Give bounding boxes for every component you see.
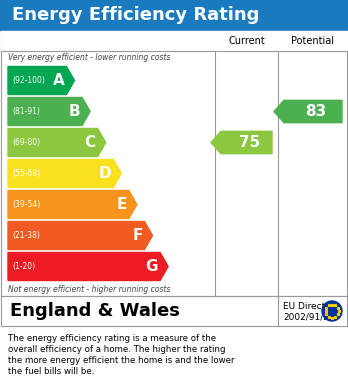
Polygon shape: [8, 66, 74, 95]
Text: (81-91): (81-91): [12, 107, 40, 116]
Text: (69-80): (69-80): [12, 138, 40, 147]
Circle shape: [322, 301, 342, 321]
Bar: [1, 296, 347, 326]
Text: the fuel bills will be.: the fuel bills will be.: [8, 367, 94, 376]
Text: 75: 75: [239, 135, 260, 150]
Text: (39-54): (39-54): [12, 200, 40, 209]
Text: 2002/91/EC: 2002/91/EC: [283, 312, 335, 321]
Text: England & Wales: England & Wales: [10, 302, 180, 320]
Text: EU Directive: EU Directive: [283, 302, 339, 311]
Text: the more energy efficient the home is and the lower: the more energy efficient the home is an…: [8, 356, 235, 365]
Polygon shape: [8, 97, 90, 126]
Text: D: D: [99, 166, 111, 181]
Text: C: C: [85, 135, 96, 150]
Text: 83: 83: [306, 104, 327, 119]
Polygon shape: [211, 131, 272, 154]
Text: Not energy efficient - higher running costs: Not energy efficient - higher running co…: [8, 285, 171, 294]
Text: G: G: [145, 259, 158, 274]
Text: (1-20): (1-20): [12, 262, 35, 271]
Polygon shape: [8, 160, 121, 188]
Polygon shape: [8, 253, 168, 280]
Text: Potential: Potential: [292, 36, 334, 46]
Text: B: B: [69, 104, 80, 119]
Text: overall efficiency of a home. The higher the rating: overall efficiency of a home. The higher…: [8, 345, 226, 354]
Text: (92-100): (92-100): [12, 76, 45, 85]
Text: The energy efficiency rating is a measure of the: The energy efficiency rating is a measur…: [8, 334, 216, 343]
Polygon shape: [274, 100, 342, 123]
Bar: [1, 31, 347, 296]
Text: Very energy efficient - lower running costs: Very energy efficient - lower running co…: [8, 54, 171, 63]
Text: A: A: [53, 73, 64, 88]
Polygon shape: [8, 129, 106, 156]
Bar: [0, 0, 348, 30]
Text: (55-68): (55-68): [12, 169, 40, 178]
Text: F: F: [132, 228, 142, 243]
Bar: [1, 31, 347, 51]
Text: (21-38): (21-38): [12, 231, 40, 240]
Polygon shape: [8, 221, 152, 249]
Text: Current: Current: [228, 36, 265, 46]
Text: Energy Efficiency Rating: Energy Efficiency Rating: [12, 6, 259, 24]
Text: E: E: [117, 197, 127, 212]
Polygon shape: [8, 190, 137, 219]
